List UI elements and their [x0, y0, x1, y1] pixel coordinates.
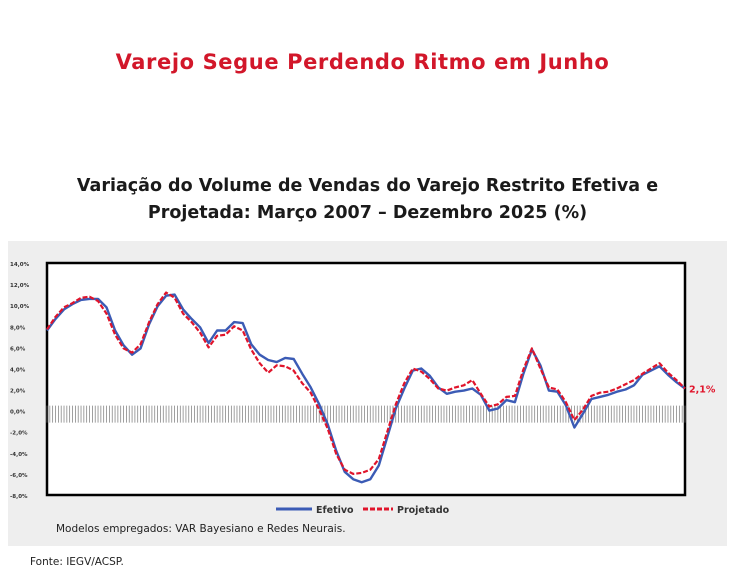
y-tick-label: 0,0%	[10, 410, 26, 416]
y-tick-label: 4,0%	[10, 367, 26, 373]
y-tick-label: 12,0%	[10, 283, 30, 289]
legend-label-projetado: Projetado	[397, 505, 450, 516]
plot-area	[45, 261, 687, 497]
chart-title: Variação do Volume de Vendas do Varejo R…	[0, 173, 735, 227]
source-note: Fonte: IEGV/ACSP.	[30, 556, 124, 568]
y-tick-label: 10,0%	[10, 304, 30, 310]
y-tick-label: -6,0%	[10, 473, 28, 479]
y-tick-label: -4,0%	[10, 452, 28, 458]
y-tick-label: 14,0%	[10, 262, 30, 268]
chart-panel: 14,0% 12,0% 10,0% 8,0% 6,0% 4,0% 2,0% 0,0% -2,0%…	[8, 241, 727, 546]
headline: Varejo Segue Perdendo Ritmo em Junho	[115, 50, 610, 74]
y-tick-label: 8,0%	[10, 325, 26, 331]
models-note: Modelos empregados: VAR Bayesiano e Rede…	[56, 523, 346, 535]
y-tick-label: 6,0%	[10, 346, 26, 352]
y-tick-label: 2,0%	[10, 389, 26, 395]
legend-label-efetivo: Efetivo	[316, 505, 354, 516]
y-tick-label: -8,0%	[10, 494, 28, 500]
line-chart: 14,0% 12,0% 10,0% 8,0% 6,0% 4,0% 2,0% 0,0% -2,0%…	[10, 261, 716, 516]
y-tick-label: -2,0%	[10, 431, 28, 437]
chart-title-line-2: Projetada: Março 2007 – Dezembro 2025 (%…	[147, 203, 588, 223]
chart-title-line-1: Variação do Volume de Vendas do Varejo R…	[76, 176, 659, 196]
end-value-label: 2,1%	[689, 384, 716, 395]
series-line-projetado	[46, 291, 686, 475]
